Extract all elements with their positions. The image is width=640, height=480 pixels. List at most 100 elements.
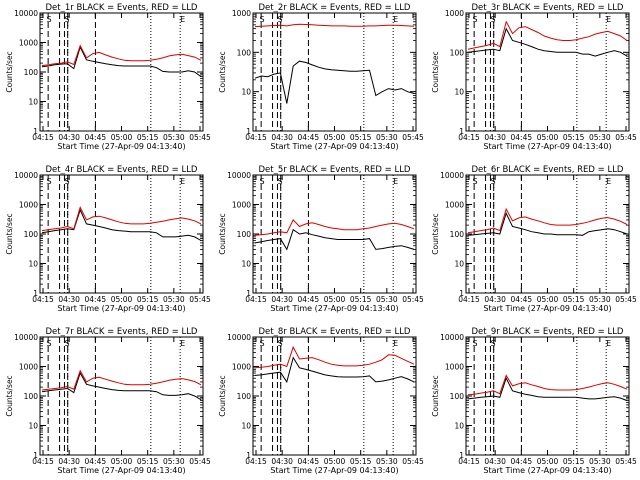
x-tick-label: 05:15 bbox=[350, 133, 372, 142]
y-tick-label: 1 bbox=[246, 127, 251, 136]
marker-label-end: E bbox=[606, 177, 611, 186]
y-axis-label: Counts/sec bbox=[431, 375, 440, 416]
x-tick-label: 04:15 bbox=[458, 457, 480, 466]
marker-label-start: S bbox=[473, 177, 478, 186]
x-axis-label: Start Time (27-Apr-09 04:13:40) bbox=[57, 466, 185, 475]
x-tick-label: 04:45 bbox=[298, 295, 320, 304]
x-tick-label: 05:15 bbox=[350, 457, 372, 466]
x-tick-label: 05:00 bbox=[324, 133, 346, 142]
y-tick-label: 10 bbox=[241, 422, 251, 431]
marker-label-start: S bbox=[260, 339, 265, 348]
y-tick-label: 1000 bbox=[19, 39, 38, 48]
x-tick-label: 05:30 bbox=[589, 295, 611, 304]
series-line-events bbox=[41, 45, 202, 78]
marker-label-end: E bbox=[393, 177, 398, 186]
series-line-events bbox=[467, 376, 628, 402]
x-tick-label: 04:45 bbox=[511, 457, 533, 466]
x-axis-label: Start Time (27-Apr-09 04:13:40) bbox=[270, 142, 398, 151]
x-tick-label: 05:00 bbox=[537, 295, 559, 304]
x-tick-label: 05:00 bbox=[111, 457, 133, 466]
y-tick-label: 10 bbox=[28, 422, 38, 431]
x-tick-label: 04:30 bbox=[484, 133, 506, 142]
series-line-lld bbox=[41, 44, 202, 67]
y-tick-label: 100 bbox=[450, 48, 465, 57]
y-axis-label: Counts/sec bbox=[218, 51, 227, 92]
y-tick-label: 10 bbox=[241, 260, 251, 269]
x-tick-label: 05:30 bbox=[163, 295, 185, 304]
series-line-events bbox=[41, 371, 202, 401]
marker-label-start: S bbox=[490, 177, 495, 186]
x-tick-label: 05:45 bbox=[615, 457, 637, 466]
marker-label-end: E bbox=[393, 15, 398, 24]
y-tick-label: 10 bbox=[454, 88, 464, 97]
x-tick-label: 04:45 bbox=[511, 295, 533, 304]
x-tick-label: 04:30 bbox=[58, 295, 80, 304]
chart-panel: Det_5r BLACK = Events, RED = LLD 1 10 100 10… bbox=[218, 165, 424, 313]
x-tick-label: 05:45 bbox=[402, 133, 424, 142]
x-tick-label: 04:15 bbox=[32, 133, 54, 142]
chart-title: Det_1r BLACK = Events, RED = LLD bbox=[46, 3, 198, 13]
x-tick-label: 04:45 bbox=[85, 133, 107, 142]
x-tick-label: 05:45 bbox=[189, 295, 211, 304]
chart-title: Det_3r BLACK = Events, RED = LLD bbox=[472, 3, 624, 13]
y-axis-label: Counts/sec bbox=[218, 375, 227, 416]
chart-panel: Det_7r BLACK = Events, RED = LLD 1 10 100 10… bbox=[5, 327, 211, 475]
x-axis-label: Start Time (27-Apr-09 04:13:40) bbox=[483, 304, 611, 313]
x-tick-label: 04:15 bbox=[458, 295, 480, 304]
y-axis-label: Counts/sec bbox=[5, 375, 14, 416]
y-tick-label: 1000 bbox=[19, 201, 38, 210]
marker-label-start: S bbox=[473, 15, 478, 24]
y-tick-label: 100 bbox=[450, 230, 465, 239]
y-tick-label: 10000 bbox=[440, 171, 464, 180]
x-axis-label: Start Time (27-Apr-09 04:13:40) bbox=[483, 142, 611, 151]
y-tick-label: 1000 bbox=[445, 201, 464, 210]
x-tick-label: 04:45 bbox=[85, 295, 107, 304]
x-tick-label: 04:30 bbox=[271, 295, 293, 304]
series-line-lld bbox=[254, 345, 415, 369]
chart-panel: Det_6r BLACK = Events, RED = LLD 1 10 100 10… bbox=[431, 165, 637, 313]
x-tick-label: 05:00 bbox=[324, 457, 346, 466]
y-axis-label: Counts/sec bbox=[431, 213, 440, 254]
y-tick-label: 1 bbox=[33, 289, 38, 298]
x-tick-label: 05:00 bbox=[537, 457, 559, 466]
y-tick-label: 10 bbox=[28, 260, 38, 269]
series-line-events bbox=[254, 228, 415, 251]
x-tick-label: 05:45 bbox=[615, 295, 637, 304]
series-line-lld bbox=[41, 206, 202, 232]
series-line-events bbox=[254, 356, 415, 384]
y-tick-label: 100 bbox=[24, 68, 39, 77]
y-tick-label: 1000 bbox=[232, 201, 251, 210]
y-tick-label: 100 bbox=[450, 392, 465, 401]
x-tick-label: 05:30 bbox=[376, 457, 398, 466]
y-tick-label: 10000 bbox=[227, 171, 251, 180]
series-line-events bbox=[41, 208, 202, 241]
chart-title: Det_7r BLACK = Events, RED = LLD bbox=[46, 327, 198, 337]
y-tick-label: 1 bbox=[246, 289, 251, 298]
chart-panel: Det_9r BLACK = Events, RED = LLD 1 10 100 10… bbox=[431, 327, 637, 475]
marker-label-start: S bbox=[277, 15, 282, 24]
chart-panel: Det_3r BLACK = Events, RED = LLD 1 10 100 10… bbox=[431, 3, 637, 151]
x-tick-label: 05:30 bbox=[589, 457, 611, 466]
x-tick-label: 05:30 bbox=[163, 133, 185, 142]
x-tick-label: 04:15 bbox=[32, 295, 54, 304]
series-line-lld bbox=[41, 369, 202, 391]
x-tick-label: 04:30 bbox=[271, 457, 293, 466]
x-tick-label: 04:15 bbox=[245, 133, 267, 142]
marker-label-start: S bbox=[490, 339, 495, 348]
x-tick-label: 05:30 bbox=[589, 133, 611, 142]
marker-label-start: S bbox=[47, 15, 52, 24]
y-tick-label: 100 bbox=[237, 230, 252, 239]
y-tick-label: 1000 bbox=[445, 363, 464, 372]
x-tick-label: 05:45 bbox=[189, 457, 211, 466]
y-tick-label: 1000 bbox=[232, 363, 251, 372]
y-tick-label: 1 bbox=[33, 451, 38, 460]
x-tick-label: 04:30 bbox=[58, 133, 80, 142]
marker-label-end: E bbox=[393, 339, 398, 348]
chart-panel: Det_2r BLACK = Events, RED = LLD 1 10 100 10… bbox=[218, 3, 424, 151]
series-line-lld bbox=[467, 20, 628, 50]
y-tick-label: 1 bbox=[33, 127, 38, 136]
chart-title: Det_9r BLACK = Events, RED = LLD bbox=[472, 327, 624, 337]
x-tick-label: 05:30 bbox=[376, 133, 398, 142]
x-tick-label: 05:15 bbox=[563, 133, 585, 142]
